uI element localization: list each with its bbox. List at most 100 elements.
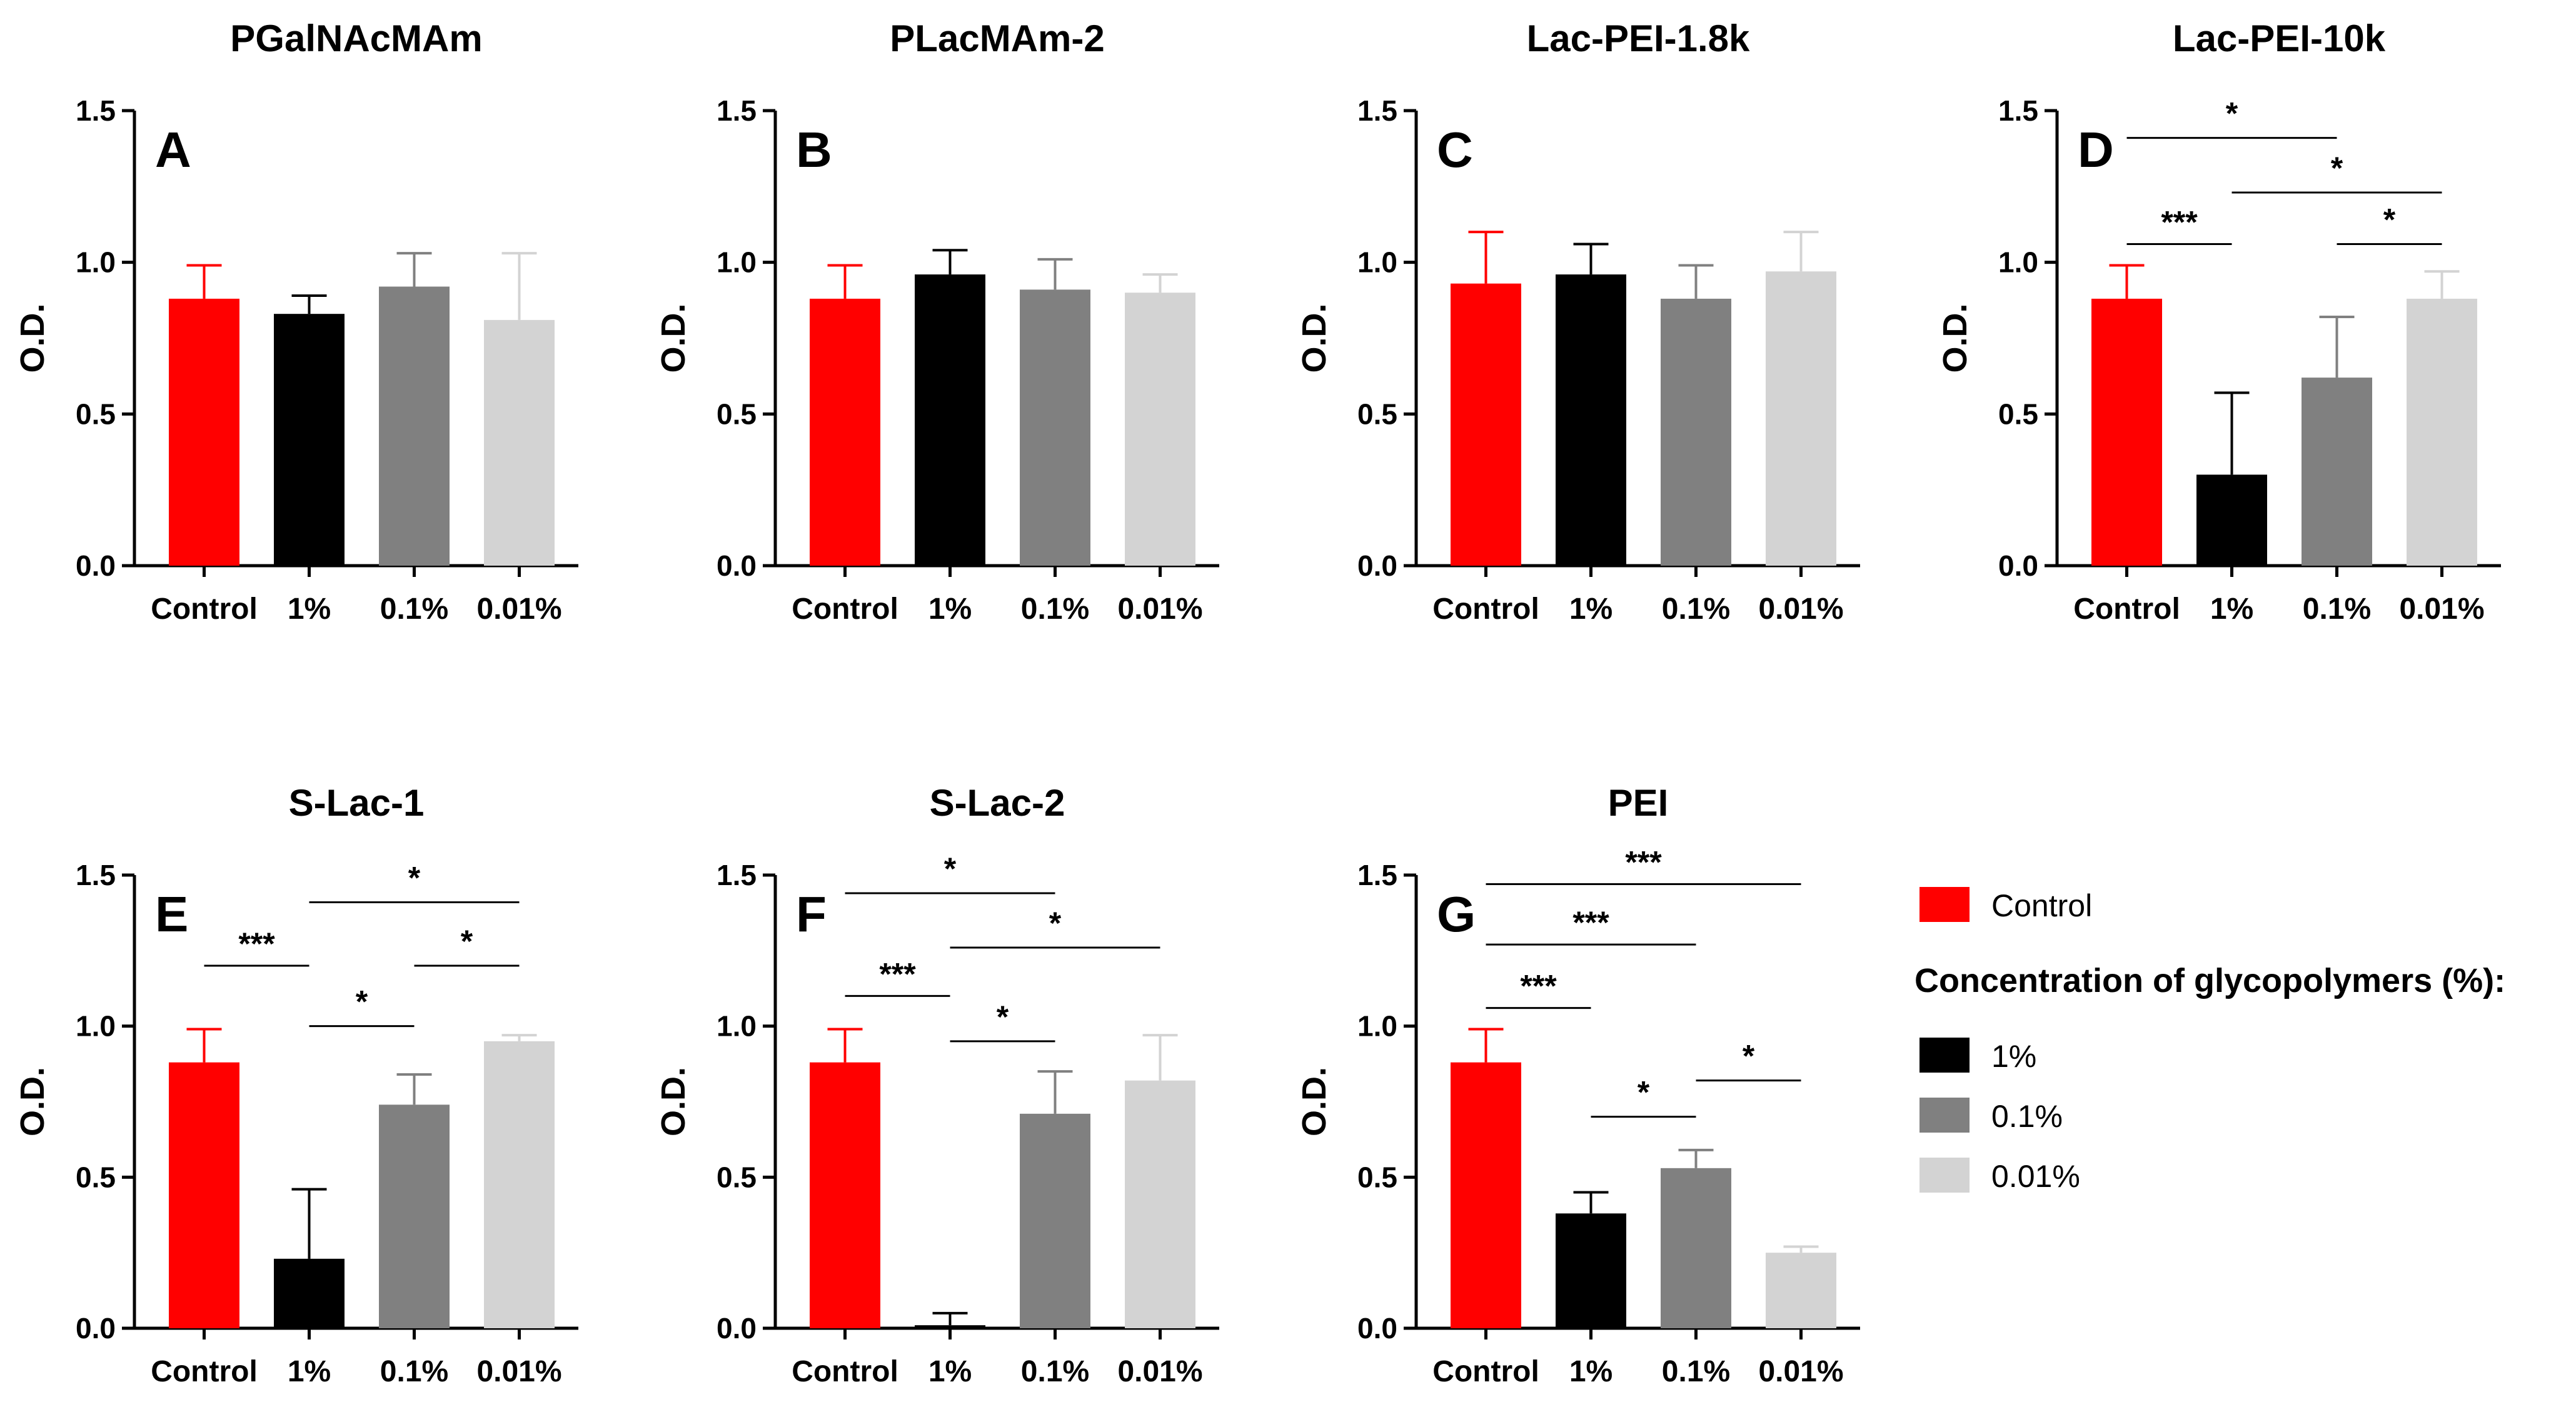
y-tick-label: 1.5 <box>1357 859 1397 891</box>
x-tick-label: Control <box>792 593 898 626</box>
bar <box>1125 1080 1195 1328</box>
y-tick-label: 0.0 <box>1357 549 1397 582</box>
bar <box>169 298 239 566</box>
panel-letter: D <box>2078 122 2114 178</box>
y-tick-label: 1.0 <box>76 246 116 279</box>
y-tick-label: 0.5 <box>717 398 757 430</box>
panel-title: PEI <box>1608 782 1669 824</box>
y-tick-label: 1.5 <box>1357 94 1397 127</box>
panel-letter: A <box>155 122 191 178</box>
bar <box>1661 298 1731 566</box>
legend-label-0-01pct: 0.01% <box>1991 1159 2080 1194</box>
significance-label: * <box>944 851 957 886</box>
y-tick-label: 1.0 <box>717 1010 757 1043</box>
x-tick-label: 1% <box>2210 593 2253 626</box>
x-tick-label: 1% <box>928 1355 972 1388</box>
y-tick-label: 0.0 <box>1998 549 2038 582</box>
panel-e: S-Lac-1 E O.D. 0.0 0.5 1.0 1.5 Control 1% 0.1% 0.0… <box>14 782 578 1388</box>
panel-b: PLacMAm-2 B O.D. 0.0 0.5 1.0 1.5 Control 1% 0.1% 0… <box>655 18 1219 626</box>
x-tick-label: 1% <box>1569 593 1613 626</box>
panel-title: S-Lac-2 <box>930 782 1065 824</box>
significance-label: *** <box>1520 969 1557 1004</box>
significance-label: * <box>2331 151 2343 186</box>
y-tick-label: 1.0 <box>1357 1010 1397 1043</box>
significance-label: *** <box>1625 845 1662 880</box>
y-tick-label: 0.0 <box>76 549 116 582</box>
bar <box>2302 378 2372 566</box>
bar <box>915 1325 985 1328</box>
y-tick-label: 1.0 <box>1357 246 1397 279</box>
significance-label: * <box>408 861 421 896</box>
significance-label: * <box>997 999 1009 1034</box>
y-tick-label: 0.5 <box>76 398 116 430</box>
y-axis-label: O.D. <box>1936 303 1974 373</box>
bar <box>2196 474 2267 566</box>
y-tick-label: 0.0 <box>717 1312 757 1344</box>
y-tick-label: 1.5 <box>76 859 116 891</box>
x-tick-label: 0.01% <box>2399 593 2484 626</box>
x-tick-label: 0.1% <box>1662 593 1730 626</box>
bar <box>810 298 880 566</box>
panel-letter: F <box>796 886 827 942</box>
legend: Control Concentration of glycopolymers (… <box>1914 887 2505 1194</box>
panel-title: PLacMAm-2 <box>890 18 1104 59</box>
bar <box>484 1041 555 1328</box>
legend-swatch-1pct <box>1919 1038 1970 1073</box>
legend-heading: Concentration of glycopolymers (%): <box>1914 962 2505 999</box>
x-tick-label: 0.1% <box>380 593 448 626</box>
bar <box>1556 1213 1626 1328</box>
legend-swatch-0-1pct <box>1919 1098 1970 1133</box>
x-tick-label: Control <box>792 1355 898 1388</box>
panel-c: Lac-PEI-1.8k C O.D. 0.0 0.5 1.0 1.5 Control 1% 0.… <box>1296 18 1860 626</box>
y-tick-label: 1.0 <box>76 1010 116 1043</box>
bar <box>169 1062 239 1328</box>
significance-label: *** <box>1572 905 1609 940</box>
y-tick-label: 1.5 <box>76 94 116 127</box>
significance-label: * <box>356 984 368 1019</box>
bar <box>274 1258 345 1328</box>
x-tick-label: 1% <box>1569 1355 1613 1388</box>
panel-title: PGalNAcMAm <box>230 18 482 59</box>
y-axis-label: O.D. <box>1296 303 1333 373</box>
y-axis-label: O.D. <box>655 303 692 373</box>
x-tick-label: 0.01% <box>1758 593 1843 626</box>
bar <box>2091 298 2162 566</box>
y-axis-label: O.D. <box>655 1067 692 1136</box>
y-tick-label: 0.5 <box>1998 398 2038 430</box>
x-tick-label: 0.01% <box>476 593 561 626</box>
x-tick-label: 0.1% <box>1021 1355 1089 1388</box>
panel-title: Lac-PEI-10k <box>2173 18 2386 59</box>
significance-label: * <box>2383 203 2396 238</box>
y-tick-label: 1.5 <box>717 859 757 891</box>
bar <box>1661 1168 1731 1328</box>
x-tick-label: 0.1% <box>380 1355 448 1388</box>
x-tick-label: 0.01% <box>1758 1355 1843 1388</box>
x-tick-label: 0.1% <box>1021 593 1089 626</box>
panel-title: Lac-PEI-1.8k <box>1527 18 1750 59</box>
bar <box>2407 298 2477 566</box>
panels: PGalNAcMAm A O.D. 0.0 0.5 1.0 1.5 Control 1% 0.1%… <box>14 18 2501 1388</box>
bar <box>274 314 345 566</box>
significance-label: * <box>1638 1075 1650 1110</box>
legend-label-0-1pct: 0.1% <box>1991 1099 2063 1134</box>
y-tick-label: 1.5 <box>1998 94 2038 127</box>
y-tick-label: 1.0 <box>717 246 757 279</box>
bar <box>1451 1062 1521 1328</box>
x-tick-label: 0.01% <box>476 1355 561 1388</box>
panel-a: PGalNAcMAm A O.D. 0.0 0.5 1.0 1.5 Control 1% 0.1%… <box>14 18 578 626</box>
y-tick-label: 0.0 <box>76 1312 116 1344</box>
legend-label-1pct: 1% <box>1991 1039 2036 1074</box>
bar <box>1125 293 1195 566</box>
panel-letter: E <box>155 886 188 942</box>
panel-f: S-Lac-2 F O.D. 0.0 0.5 1.0 1.5 Control 1% 0.1% 0.0… <box>655 782 1219 1388</box>
x-tick-label: Control <box>151 1355 258 1388</box>
panel-letter: G <box>1437 886 1476 942</box>
y-tick-label: 0.5 <box>1357 398 1397 430</box>
x-tick-label: 1% <box>288 593 331 626</box>
legend-swatch-0-01pct <box>1919 1158 1970 1193</box>
y-axis-label: O.D. <box>14 1067 51 1136</box>
significance-label: * <box>461 924 473 959</box>
y-tick-label: 0.5 <box>717 1161 757 1193</box>
x-tick-label: Control <box>2073 593 2180 626</box>
x-tick-label: 0.01% <box>1117 593 1202 626</box>
